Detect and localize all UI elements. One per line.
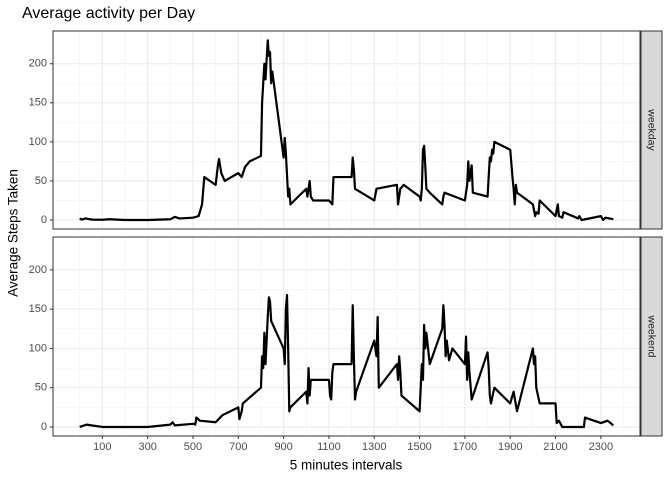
panel-border xyxy=(52,236,641,437)
x-tick-label: 2100 xyxy=(543,441,567,453)
x-tick-label: 1500 xyxy=(407,441,431,453)
facet-label: weekend xyxy=(646,314,658,357)
x-tick-label: 500 xyxy=(184,441,202,453)
y-tick-label: 200 xyxy=(29,58,47,70)
chart-title: Average activity per Day xyxy=(22,5,195,22)
x-tick-label: 1100 xyxy=(317,441,341,453)
facet-strip xyxy=(640,236,663,437)
x-tick-label: 1300 xyxy=(362,441,386,453)
x-tick-label: 100 xyxy=(93,441,111,453)
x-tick-label: 1900 xyxy=(498,441,522,453)
facet-label: weekday xyxy=(646,108,658,151)
data-line xyxy=(79,39,614,222)
x-tick-label: 1700 xyxy=(453,441,477,453)
y-tick-label: 150 xyxy=(29,97,47,109)
y-tick-label: 100 xyxy=(29,342,47,354)
y-tick-label: 100 xyxy=(29,136,47,148)
y-tick-label: 50 xyxy=(35,175,47,187)
y-tick-label: 0 xyxy=(41,214,47,226)
x-axis-label: 5 minutes intervals xyxy=(290,458,403,473)
x-tick-label: 300 xyxy=(138,441,156,453)
y-tick-label: 0 xyxy=(41,421,47,433)
panel-border xyxy=(52,30,641,230)
y-tick-label: 200 xyxy=(29,264,47,276)
data-line xyxy=(79,293,615,429)
facet-strip xyxy=(640,30,663,230)
y-tick-label: 150 xyxy=(29,303,47,315)
y-axis-label: Average Steps Taken xyxy=(6,169,21,297)
x-tick-label: 2300 xyxy=(589,441,613,453)
panel-background xyxy=(53,31,640,229)
x-tick-label: 900 xyxy=(274,441,292,453)
y-tick-label: 50 xyxy=(35,382,47,394)
x-tick-label: 700 xyxy=(229,441,247,453)
panel-background xyxy=(53,237,640,436)
